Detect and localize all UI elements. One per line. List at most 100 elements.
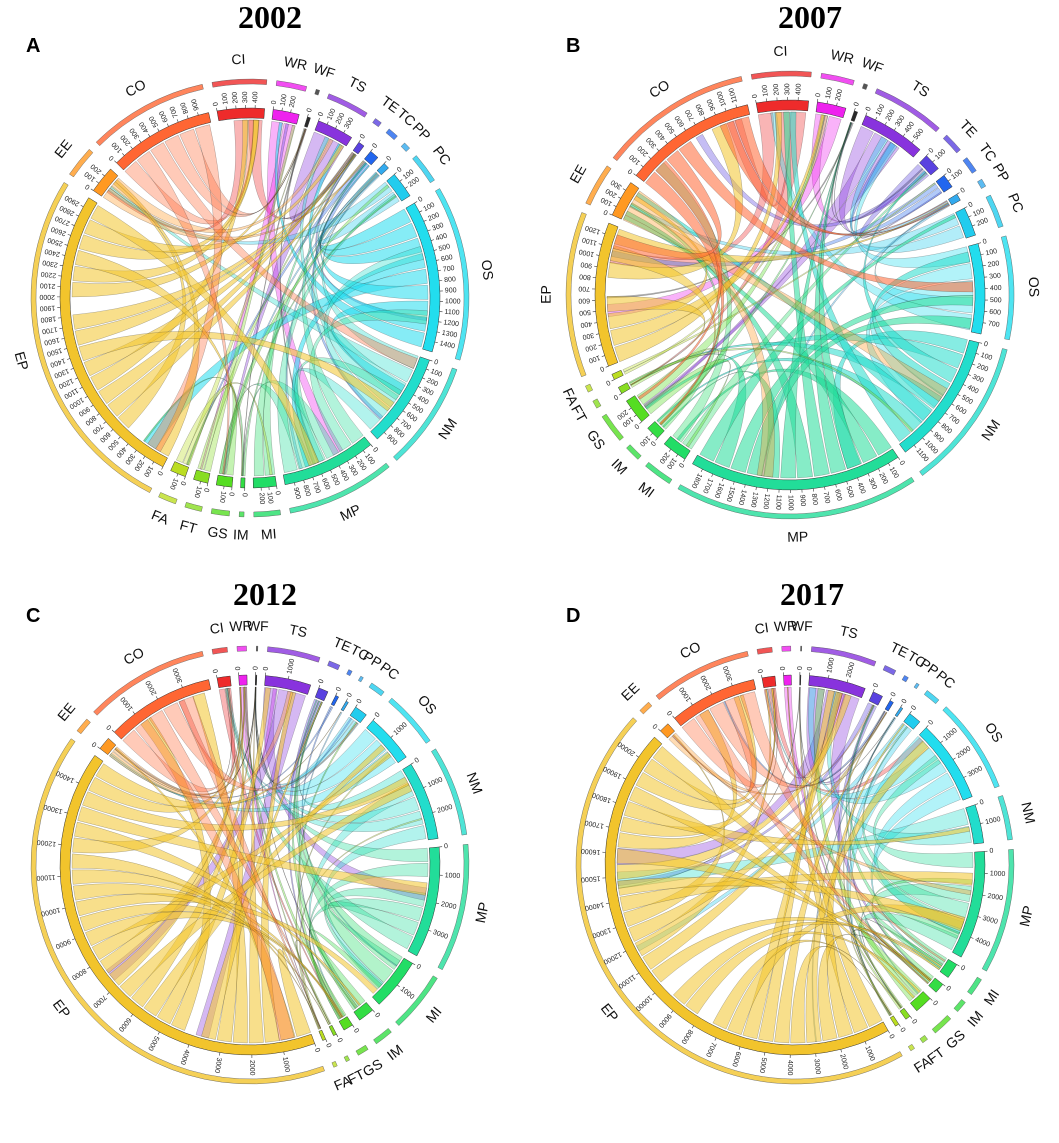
chord-ribbon-co	[163, 702, 359, 791]
tick-mark	[325, 1039, 328, 1043]
tick-mark	[611, 379, 615, 382]
tick-label: 300	[123, 452, 136, 466]
chord-ribbon-fa	[182, 128, 306, 466]
tick-mark	[894, 127, 897, 131]
chord-ribbon-ep	[74, 154, 357, 346]
sector-outer-band-mi	[253, 509, 281, 518]
tick-label: 700	[578, 285, 590, 292]
sector-wr: 0 WR	[229, 617, 253, 686]
tick-mark	[84, 396, 88, 399]
tick-label: 700	[947, 414, 961, 427]
tick-label: 700	[91, 422, 105, 435]
tick-label: 0	[335, 1037, 343, 1044]
sector-label-co: CO	[677, 638, 703, 662]
tick-mark	[423, 786, 427, 788]
chord-ribbon-mp	[819, 122, 862, 470]
tick-label: 400	[114, 445, 127, 459]
sector-arc-fa	[611, 369, 624, 380]
tick-label: 0	[373, 1012, 381, 1020]
tick-label: 0	[371, 142, 379, 150]
tick-mark	[197, 112, 199, 116]
sector-arc-ci	[216, 675, 232, 689]
tick-mark	[650, 433, 653, 436]
sector-label-mp: MP	[1016, 904, 1036, 928]
chord-ribbon-wf	[241, 128, 307, 477]
sector-arc-ci	[755, 99, 809, 114]
sector-outer-band-nm	[997, 795, 1013, 841]
tick-mark	[922, 437, 925, 441]
tick-label: 6000	[117, 1016, 132, 1033]
sector-outer-band-pp	[977, 178, 987, 189]
tick-label: 7000	[704, 1041, 717, 1058]
tick-label: 0	[263, 666, 270, 671]
tick-label: 800	[444, 276, 456, 284]
chord-ribbon-ee	[668, 704, 875, 795]
tick-mark	[972, 363, 976, 366]
tick-mark	[79, 387, 83, 389]
tick-mark	[423, 219, 427, 222]
chord-ribbon-co	[719, 120, 948, 235]
sector-label-mp: MP	[337, 501, 363, 524]
chord-ribbon-nm	[255, 686, 420, 823]
tick-label: 1100	[444, 309, 460, 317]
tick-label: 18000	[591, 791, 612, 804]
sector-label-co: CO	[122, 76, 148, 100]
chord-ribbon-mp	[308, 862, 429, 1020]
tick-mark	[872, 688, 875, 692]
tick-label: 2000	[39, 293, 55, 300]
tick-label: 800	[301, 484, 311, 497]
tick-label: 200	[258, 492, 266, 504]
tick-label: 0	[898, 460, 906, 467]
tick-mark	[884, 122, 887, 125]
tick-mark	[414, 201, 418, 204]
tick-mark	[711, 473, 714, 477]
tick-mark	[864, 1041, 867, 1045]
chord-ribbon-pc	[109, 720, 359, 804]
sector-arc-ft	[193, 469, 211, 484]
tick-label: 11000	[617, 973, 637, 990]
tick-mark	[103, 421, 107, 424]
tick-label: 400	[580, 320, 593, 329]
sector-outer-band-fa	[907, 1043, 915, 1052]
tick-mark	[658, 728, 661, 732]
tick-label: 0	[84, 182, 91, 190]
tick-label: 3000	[172, 667, 184, 684]
tick-label: 100	[875, 103, 886, 117]
tick-label: 1400	[737, 489, 747, 506]
tick-label: 1600	[713, 482, 725, 499]
tick-label: 0	[433, 359, 439, 367]
chord-ribbon-nm	[308, 783, 415, 1017]
sector-label-mi: MI	[636, 478, 658, 500]
tick-mark	[399, 179, 403, 182]
tick-mark	[690, 702, 693, 706]
tick-label: 300	[582, 331, 595, 340]
tick-mark	[846, 481, 848, 485]
sector-label-tc: TC	[348, 641, 372, 664]
tick-label: 1600	[43, 336, 60, 346]
tick-mark	[670, 1010, 674, 1014]
tick-mark	[142, 456, 146, 459]
chord-ribbon-nm	[789, 111, 911, 442]
chord-ribbon-ep	[629, 786, 915, 999]
chord-ribbon-ee	[109, 690, 294, 799]
tick-label: 600	[158, 110, 169, 124]
sector-label-te: TE	[957, 116, 981, 140]
tick-mark	[619, 393, 622, 396]
tick-label: 1800	[690, 472, 703, 489]
chord-ribbon-mp	[814, 122, 852, 474]
tick-label: 700	[822, 491, 831, 504]
tick-label: 1200	[443, 319, 459, 328]
tick-mark	[433, 249, 437, 251]
tick-mark	[656, 148, 660, 151]
chord-ribbon-pc	[107, 181, 393, 245]
sector-label-ee: EE	[618, 679, 643, 703]
chord-ribbon-co	[637, 160, 723, 400]
tick-label: 0	[910, 704, 918, 711]
tick-label: 11000	[36, 873, 55, 881]
tick-mark	[857, 477, 859, 481]
tick-label: 100	[280, 94, 289, 107]
tick-mark	[307, 113, 309, 117]
tick-label: 600	[441, 254, 454, 263]
tick-label: 4000	[179, 1048, 191, 1065]
